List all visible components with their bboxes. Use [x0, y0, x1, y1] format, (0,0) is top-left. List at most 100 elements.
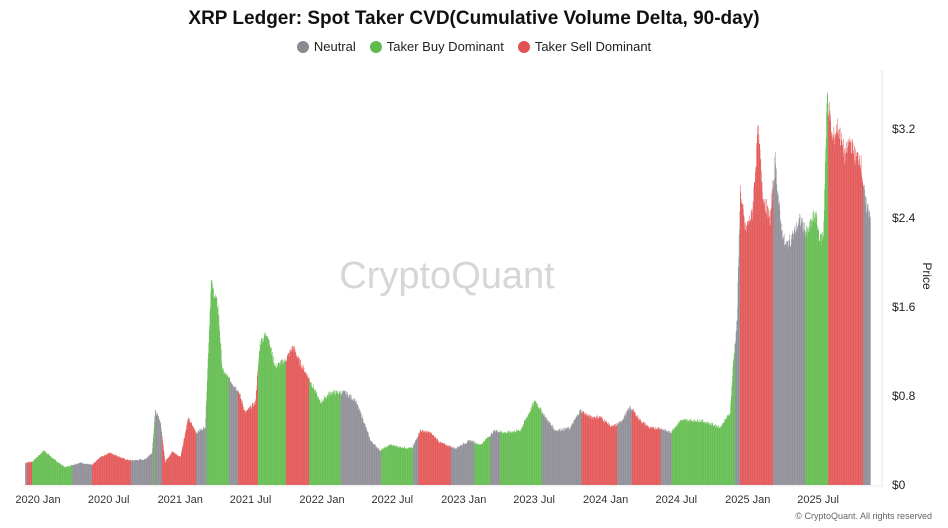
price-bar: [650, 427, 652, 485]
price-bar: [504, 432, 505, 485]
legend-item-sell[interactable]: Taker Sell Dominant: [517, 39, 651, 54]
price-bar: [438, 440, 439, 485]
price-bar: [495, 430, 496, 485]
price-bar: [439, 442, 440, 485]
price-bar: [538, 407, 540, 485]
price-bar: [597, 417, 599, 485]
price-bar: [226, 376, 227, 485]
x-tick-label: 2021 Jul: [230, 494, 272, 506]
price-bar: [697, 418, 698, 485]
price-bar: [110, 452, 112, 485]
price-bar: [599, 417, 600, 485]
price-bar: [790, 234, 792, 485]
price-bar: [695, 422, 697, 485]
price-bar: [381, 450, 382, 485]
price-bar: [217, 307, 218, 485]
price-bar: [204, 429, 206, 485]
price-bar: [864, 189, 865, 485]
price-bar: [108, 453, 109, 485]
price-bar: [266, 336, 267, 485]
price-bar: [295, 352, 297, 485]
price-bar: [510, 432, 512, 485]
price-bar: [544, 417, 545, 485]
price-bar: [686, 421, 687, 485]
price-bar: [304, 372, 305, 485]
price-bar: [199, 429, 201, 485]
price-bar: [89, 464, 90, 485]
price-bar: [266, 335, 267, 485]
price-bar: [627, 410, 628, 485]
price-bar: [200, 429, 201, 485]
price-bar: [178, 456, 179, 485]
price-bar: [778, 201, 780, 486]
price-bar: [324, 396, 325, 485]
price-bar: [319, 399, 320, 485]
price-bar: [541, 413, 542, 485]
price-bar: [500, 430, 501, 485]
price-bar: [629, 407, 631, 485]
price-bar: [124, 458, 126, 485]
price-bar: [68, 466, 70, 485]
price-bar: [666, 431, 668, 485]
price-bar: [786, 241, 787, 485]
price-bar: [182, 447, 183, 485]
price-bar: [337, 391, 338, 485]
price-bar: [531, 404, 533, 485]
price-bar: [675, 426, 677, 485]
price-bar: [101, 456, 102, 485]
price-bar: [712, 426, 714, 485]
legend-item-neutral[interactable]: Neutral: [296, 39, 356, 54]
price-bar: [717, 427, 718, 485]
price-bar: [29, 462, 30, 485]
price-bar: [280, 362, 282, 485]
price-bar: [810, 226, 811, 486]
price-bar: [530, 407, 532, 485]
price-bar: [358, 406, 359, 485]
price-bar: [386, 447, 387, 485]
price-bar: [602, 418, 603, 485]
price-bar: [233, 386, 234, 485]
price-bar: [701, 419, 703, 485]
price-bar: [338, 393, 340, 485]
price-bar: [852, 142, 854, 485]
price-bar: [441, 442, 442, 485]
price-bar: [41, 453, 42, 485]
price-bar: [541, 410, 542, 485]
price-bar: [94, 462, 95, 485]
price-bar: [206, 400, 207, 485]
price-bar: [158, 420, 160, 485]
price-bar: [275, 363, 277, 485]
price-bar: [160, 427, 162, 485]
price-bar: [156, 412, 158, 485]
price-bar: [570, 429, 571, 485]
price-bar: [467, 440, 468, 485]
price-bar: [777, 194, 778, 485]
price-bar: [600, 416, 602, 485]
price-bar: [363, 422, 364, 485]
price-bar: [40, 453, 42, 485]
price-bar: [383, 448, 384, 485]
price-bar: [427, 431, 428, 485]
price-bar: [494, 429, 495, 485]
price-bar: [561, 430, 562, 485]
price-bar: [238, 391, 239, 485]
price-bar: [483, 441, 485, 485]
price-bar: [859, 155, 860, 485]
price-bar: [774, 156, 776, 486]
legend-item-buy[interactable]: Taker Buy Dominant: [369, 39, 504, 54]
price-bar: [339, 392, 340, 485]
price-bar: [567, 428, 568, 485]
price-bar: [622, 419, 624, 485]
price-bar: [237, 389, 239, 485]
price-bar: [822, 235, 824, 485]
price-bar: [234, 386, 236, 485]
price-bar: [663, 429, 665, 485]
price-bar: [241, 403, 243, 485]
price-bar: [49, 455, 51, 485]
legend-label-neutral: Neutral: [313, 39, 356, 54]
price-bar: [352, 398, 354, 485]
price-bar: [270, 348, 271, 485]
price-bar: [257, 370, 258, 485]
price-bar: [123, 459, 125, 485]
price-bar: [757, 125, 758, 485]
